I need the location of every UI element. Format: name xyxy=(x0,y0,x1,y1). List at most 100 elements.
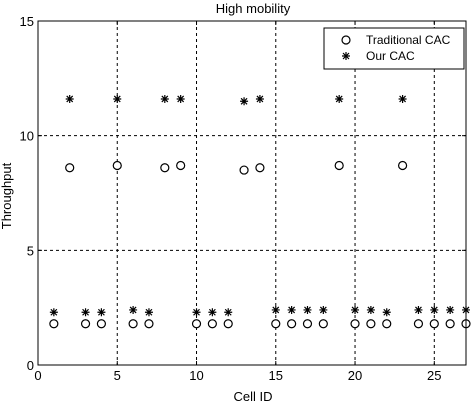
traditional-cac-point xyxy=(382,319,392,329)
our-cac-point xyxy=(160,94,169,103)
traditional-cac-point xyxy=(287,319,297,329)
traditional-cac-point xyxy=(160,163,170,173)
x-tick-label: 10 xyxy=(189,368,203,383)
star-stroke xyxy=(49,308,58,317)
our-cac-point xyxy=(335,94,344,103)
star-stroke xyxy=(382,308,391,317)
traditional-cac-point xyxy=(80,319,91,329)
star-stroke xyxy=(81,308,90,317)
our-cac-point xyxy=(319,305,328,314)
x-tick-label: 0 xyxy=(34,368,41,383)
traditional-cac-point xyxy=(271,319,281,329)
star-stroke xyxy=(303,305,312,314)
x-tick-label: 20 xyxy=(348,368,362,383)
legend-marker-traditional-cac xyxy=(341,35,351,45)
traditional-cac-point xyxy=(239,165,249,175)
star-stroke xyxy=(97,308,106,317)
traditional-cac-point xyxy=(191,319,202,329)
our-cac-point xyxy=(398,94,407,103)
traditional-cac-point xyxy=(445,319,455,329)
star-stroke xyxy=(335,94,344,103)
legend-box xyxy=(323,27,465,70)
star-stroke xyxy=(65,94,74,103)
legend-circle-marker xyxy=(341,35,351,45)
star-stroke xyxy=(176,94,185,103)
traditional-cac-point xyxy=(49,319,59,329)
legend-marker-our-cac xyxy=(342,52,350,60)
star-stroke xyxy=(255,94,264,103)
star-stroke xyxy=(208,308,217,317)
traditional-cac-point xyxy=(128,319,138,329)
our-cac-point xyxy=(208,308,217,317)
axis-ticks: 0 5 10 15 20 25 0 5 10 15 xyxy=(20,14,466,383)
star-stroke xyxy=(287,305,296,314)
our-cac-point xyxy=(271,305,280,314)
y-tick-label: 15 xyxy=(20,14,34,29)
star-stroke xyxy=(160,94,169,103)
traditional-cac-point xyxy=(366,319,376,329)
our-cac-point xyxy=(414,305,423,314)
traditional-cac-point xyxy=(65,163,75,173)
traditional-cac-point xyxy=(350,319,360,329)
our-cac-point xyxy=(446,305,455,314)
x-tick-label: 25 xyxy=(427,368,441,383)
traditional-cac-point xyxy=(413,319,424,329)
star-stroke xyxy=(342,52,350,60)
star-stroke xyxy=(192,308,201,317)
traditional-cac-point xyxy=(255,163,265,173)
y-tick-label: 5 xyxy=(27,243,34,258)
y-tick-label: 0 xyxy=(27,358,34,373)
star-stroke xyxy=(414,305,423,314)
legend-label-traditional-cac: Traditional CAC xyxy=(366,33,451,47)
traditional-cac-point xyxy=(96,319,107,329)
our-cac-point xyxy=(97,308,106,317)
star-stroke xyxy=(129,305,138,314)
our-cac-point xyxy=(287,305,296,314)
our-cac-point xyxy=(351,305,360,314)
traditional-cac-point xyxy=(302,319,313,329)
star-stroke xyxy=(398,94,407,103)
star-stroke xyxy=(319,305,328,314)
our-cac-point xyxy=(65,94,74,103)
our-cac-point xyxy=(430,305,439,314)
traditional-cac-point xyxy=(223,319,233,329)
x-axis-label: Cell ID xyxy=(233,389,272,404)
our-cac-point xyxy=(144,308,153,317)
legend-star-marker xyxy=(342,52,350,60)
legend: Traditional CAC Our CAC xyxy=(323,27,465,70)
our-cac-point xyxy=(192,308,201,317)
star-stroke xyxy=(430,305,439,314)
our-cac-point xyxy=(49,308,58,317)
traditional-cac-point xyxy=(207,319,217,329)
our-cac-point xyxy=(224,308,233,317)
our-cac-point xyxy=(176,94,185,103)
our-cac-point xyxy=(366,305,375,314)
y-tick-label: 10 xyxy=(20,129,34,144)
x-tick-label: 15 xyxy=(269,368,283,383)
star-stroke xyxy=(224,308,233,317)
star-stroke xyxy=(351,305,360,314)
chart-title: High mobility xyxy=(216,1,291,16)
our-cac-point xyxy=(255,94,264,103)
our-cac-point xyxy=(382,308,391,317)
plot-frame xyxy=(37,20,467,366)
star-stroke xyxy=(144,308,153,317)
our-cac-point xyxy=(240,97,249,106)
traditional-cac-point xyxy=(176,160,186,171)
traditional-cac-point xyxy=(397,160,408,171)
traditional-cac-point xyxy=(112,160,122,171)
our-cac-point xyxy=(113,94,122,103)
star-stroke xyxy=(271,305,280,314)
traditional-cac-point xyxy=(144,319,154,329)
legend-label-our-cac: Our CAC xyxy=(366,49,415,63)
x-tick-label: 5 xyxy=(114,368,121,383)
traditional-cac-point xyxy=(429,319,439,329)
star-stroke xyxy=(366,305,375,314)
our-cac-point xyxy=(129,305,138,314)
grid-lines xyxy=(38,21,466,365)
star-stroke xyxy=(446,305,455,314)
traditional-cac-point xyxy=(334,160,344,171)
our-cac-point xyxy=(81,308,90,317)
y-axis-label: Throughput xyxy=(0,162,14,229)
